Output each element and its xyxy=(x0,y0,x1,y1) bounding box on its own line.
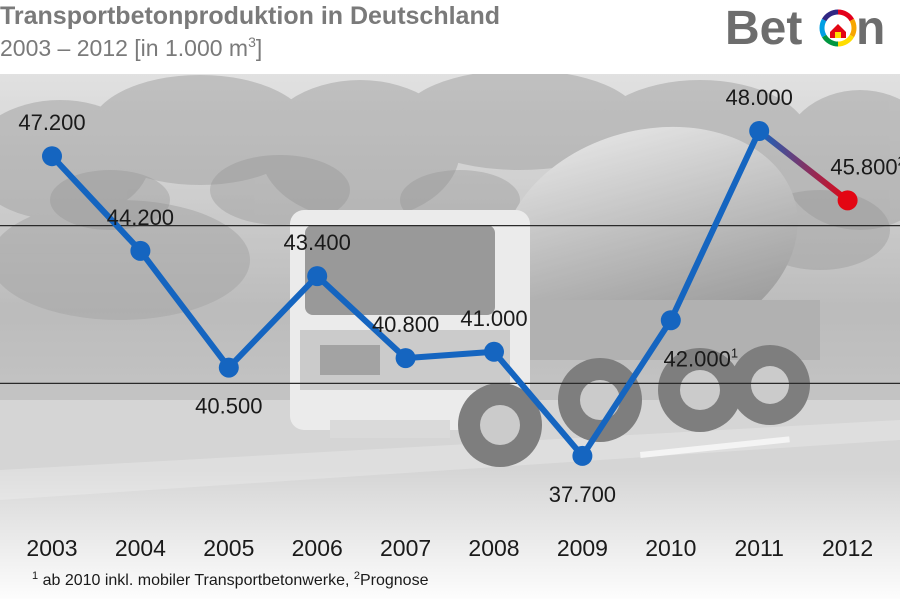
logo-text-left: Bet xyxy=(725,2,802,55)
line-segment-2008-2009 xyxy=(491,348,586,459)
background-photo xyxy=(0,70,900,599)
point-2011 xyxy=(749,120,770,141)
x-tick-2006: 2006 xyxy=(292,535,343,561)
line-segment-2004-2005 xyxy=(137,247,232,371)
x-tick-2012: 2012 xyxy=(822,535,873,561)
data-label-2005: 40.500 xyxy=(195,394,262,419)
point-2009 xyxy=(572,445,593,466)
point-2004 xyxy=(130,240,151,261)
line-segment-2011-2012 xyxy=(756,127,851,204)
line-segment-2007-2008 xyxy=(402,348,497,362)
header-band xyxy=(0,0,900,74)
data-label-2007: 40.800 xyxy=(372,312,439,337)
chart-subtitle: 2003 – 2012 [in 1.000 m3] xyxy=(0,34,262,61)
x-axis-ticks: 2003 2004 2005 2006 2007 2008 2009 2010 2011 2012 xyxy=(26,535,873,561)
line-segment-2006-2007 xyxy=(314,273,409,362)
line-segment-2005-2006 xyxy=(225,273,321,371)
data-label-2010: 42.0001 xyxy=(664,345,739,371)
data-points xyxy=(42,120,858,466)
point-2007 xyxy=(395,348,416,369)
truck-illustration xyxy=(290,126,820,467)
data-label-2006: 43.400 xyxy=(284,230,351,255)
data-label-2003: 47.200 xyxy=(18,110,85,135)
x-tick-2008: 2008 xyxy=(468,535,519,561)
logo-text-right: n xyxy=(856,2,885,55)
line-segment-2009-2010 xyxy=(579,317,674,459)
series-line xyxy=(49,127,851,459)
data-label-2008: 41.000 xyxy=(460,306,527,331)
data-label-2004: 44.200 xyxy=(107,205,174,230)
x-tick-2007: 2007 xyxy=(380,535,431,561)
point-2012 xyxy=(837,190,858,211)
point-2010 xyxy=(660,310,681,331)
x-tick-2005: 2005 xyxy=(203,535,254,561)
x-tick-2003: 2003 xyxy=(26,535,77,561)
chart-title: Transportbetonproduktion in Deutschland xyxy=(0,2,500,30)
data-labels: 47.200 44.200 40.500 43.400 40.800 41.000 37.7… xyxy=(18,85,900,507)
x-tick-2004: 2004 xyxy=(115,535,166,561)
point-2008 xyxy=(484,341,504,362)
line-segment-2003-2004 xyxy=(49,153,144,254)
data-label-2009: 37.700 xyxy=(549,482,616,507)
x-tick-2009: 2009 xyxy=(557,535,608,561)
point-2003 xyxy=(42,146,62,167)
data-label-2011: 48.000 xyxy=(726,85,793,110)
logo-house-icon xyxy=(819,9,857,47)
point-2005 xyxy=(218,357,239,378)
footnote: 1 ab 2010 inkl. mobiler Transportbetonwe… xyxy=(32,570,429,589)
gridlines xyxy=(0,225,900,384)
line-segment-2010-2011 xyxy=(667,127,763,324)
point-2006 xyxy=(307,266,328,287)
beton-logo: Bet n xyxy=(725,2,885,55)
x-tick-2011: 2011 xyxy=(734,535,783,561)
x-tick-2010: 2010 xyxy=(645,535,696,561)
